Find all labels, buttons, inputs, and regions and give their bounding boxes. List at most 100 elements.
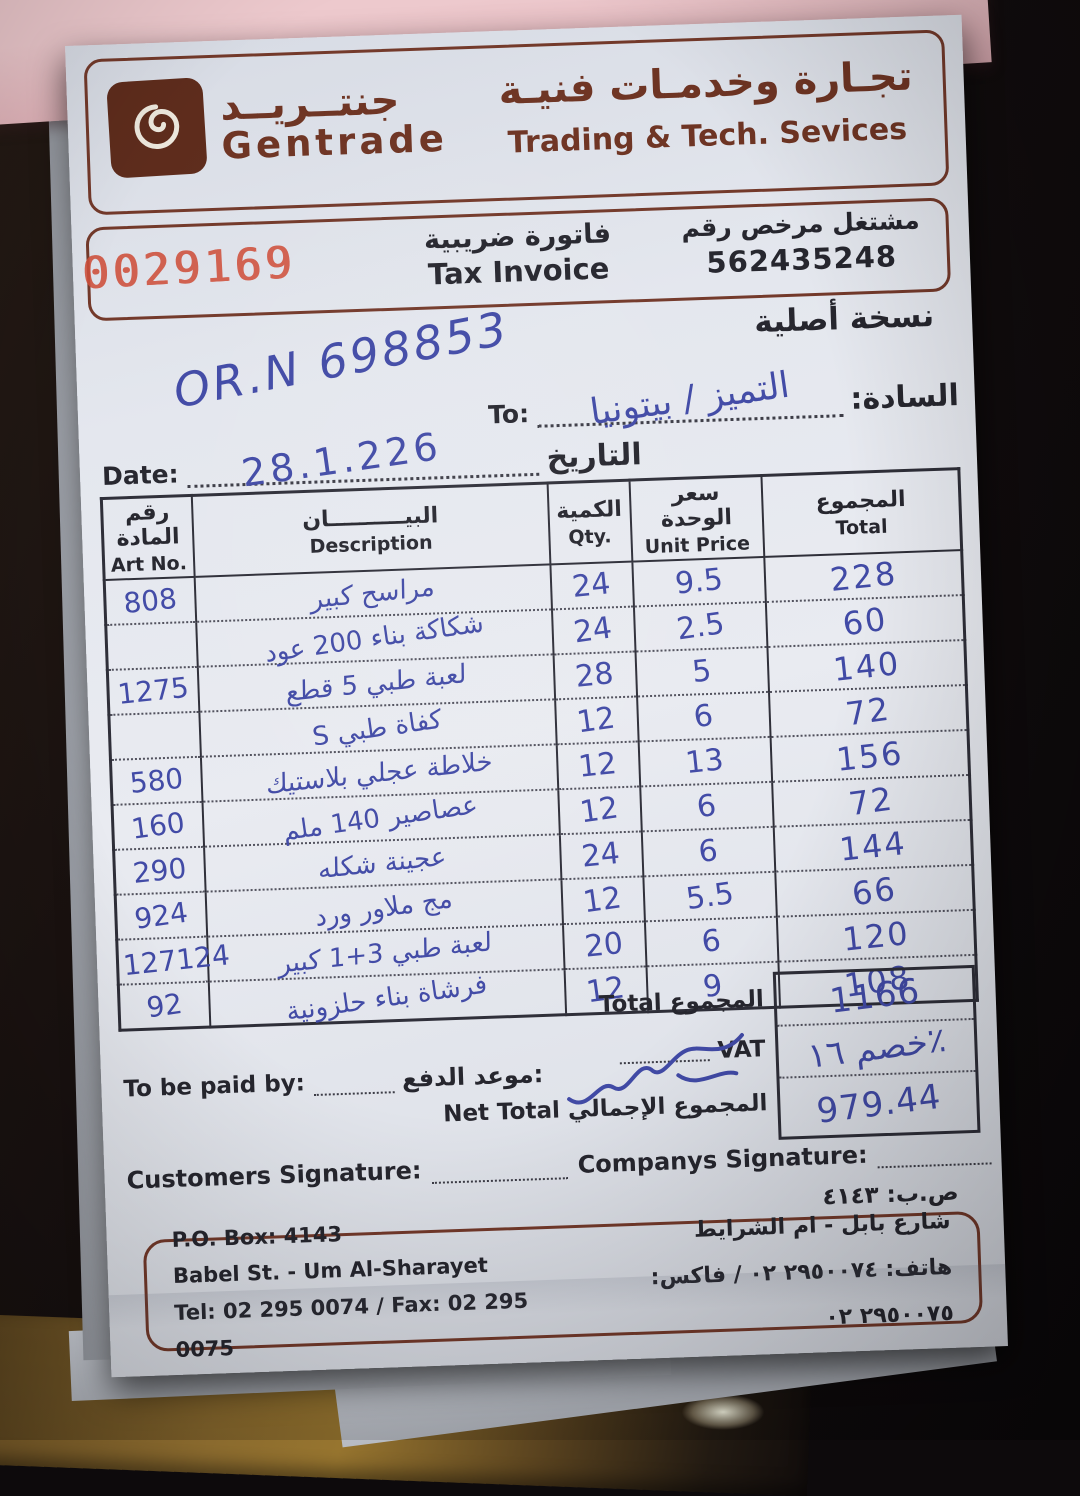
art-no-value: 580 [128, 761, 185, 801]
net-total-row: 979.44 [780, 1072, 978, 1137]
invoice-title-arabic: فاتورة ضريبية [423, 218, 612, 256]
art-no-value: 808 [121, 581, 179, 621]
companys-signature-line [877, 1148, 992, 1169]
licensed-operator-label: مشتغل مرخص رقم [680, 205, 921, 243]
unit-price-value: 13 [684, 742, 726, 782]
art-no-header-arabic: رقم المادة [116, 499, 180, 552]
recipient-line: السادة: التميز / بيتونيا To: [487, 365, 960, 434]
date-value-handwritten: 28.1.226 [238, 423, 444, 496]
total-header-arabic: المجموع [815, 486, 907, 515]
qty-value: 12 [577, 745, 619, 785]
art-no-value: 924 [132, 895, 190, 936]
recipient-label-english: To: [487, 399, 530, 430]
customers-signature-line [431, 1163, 569, 1184]
description-value: كفاة طبي S [310, 704, 445, 752]
description-value: عجينة شكله [317, 841, 447, 885]
company-tagline-arabic: تجـارة وخدمـات فنيـة [497, 53, 914, 114]
customers-signature-label: Customers Signature: [126, 1156, 422, 1195]
brand-wordmark-latin: Gentrade [220, 116, 449, 168]
total-value: 120 [840, 913, 912, 959]
date-label-arabic: التاريخ [545, 437, 643, 476]
totals-box: 1166 خصم ١٦٪ 979.44 [772, 964, 981, 1140]
brand-names: جنتــريــد Gentrade [219, 77, 449, 168]
total-header-english: Total [835, 515, 888, 539]
qty-value: 24 [571, 610, 615, 651]
unit-price-header-arabic: سعر الوحدة [660, 480, 733, 533]
vat-row: خصم ١٦٪ [777, 1019, 976, 1079]
invoice-title-english: Tax Invoice [427, 251, 610, 292]
col-header-total: المجموع Total [760, 468, 962, 557]
date-label-english: Date: [101, 459, 180, 492]
spiral-glyph-icon [134, 104, 180, 149]
invoice-title: فاتورة ضريبية Tax Invoice [423, 218, 612, 291]
unit-price-value: 5 [690, 653, 714, 691]
licensed-operator-number: 562435248 [705, 239, 898, 280]
brand-block: جنتــريــد Gentrade [87, 50, 449, 179]
art-no-value: 160 [129, 805, 187, 846]
net-total-label-english: Net Total [442, 1097, 561, 1128]
serial-number-stamp: 0029169 [80, 237, 297, 300]
net-total-value-handwritten: 979.44 [814, 1076, 943, 1132]
art-no-value: 290 [131, 851, 188, 890]
total-row: 1166 [775, 967, 974, 1027]
unit-price-value: 6 [691, 698, 716, 736]
total-value: 144 [837, 823, 909, 869]
qty-value: 12 [575, 700, 618, 741]
vat-label-english: VAT [717, 1036, 766, 1064]
total-value: 72 [846, 778, 896, 823]
net-total-label-arabic: المجموع الإجمالي [567, 1090, 768, 1124]
qty-value: 12 [578, 790, 621, 831]
paid-by-dotted-line [312, 1075, 395, 1097]
companys-signature-label: Companys Signature: [577, 1140, 869, 1179]
total-value: 140 [831, 643, 902, 689]
company-tagline: تجـارة وخدمـات فنيـة Trading & Tech. Sev… [497, 32, 945, 161]
total-value: 60 [840, 599, 890, 643]
licensed-operator-block: مشتغل مرخص رقم 562435248 [681, 205, 922, 280]
unit-price-value: 6 [699, 923, 723, 960]
totals-labels: Total المجموع VAT Net Total المجموع الإج… [433, 974, 768, 1143]
col-header-unit-price: سعر الوحدة Unit Price [629, 475, 764, 562]
items-table: رقم المادة Art No. البيــــــــــان Desc… [99, 467, 979, 1032]
total-label-arabic: المجموع [669, 986, 765, 1016]
qty-value: 28 [574, 656, 616, 695]
description-value: مج ملاور ورد [313, 883, 455, 933]
qty-value: 24 [570, 566, 613, 605]
date-dotted-line: 28.1.226 [185, 424, 540, 495]
due-date-label-arabic: موعد الدفع: [401, 1060, 544, 1093]
invoice-paper: جنتــريــد Gentrade تجـارة وخدمـات فنيـة… [65, 14, 1008, 1378]
art-no-value: 92 [144, 986, 185, 1025]
description-value: لعبة طبي 5 قطع [285, 658, 467, 708]
qty-header-arabic: الكمية [555, 496, 623, 524]
description-value: لعبة طبي 3+1 كبير [278, 926, 493, 980]
col-header-description: البيــــــــــان Description [191, 483, 550, 577]
unit-price-value: 2.5 [674, 606, 727, 648]
unit-price-header-english: Unit Price [644, 532, 751, 559]
unit-price-value: 6 [696, 833, 720, 871]
vat-dotted-line [619, 1041, 710, 1065]
qty-header-english: Qty. [568, 524, 612, 549]
qty-value: 20 [583, 925, 626, 965]
col-header-qty: الكمية Qty. [547, 480, 632, 565]
total-value: 72 [843, 689, 893, 733]
paid-by-label: To be paid by: [123, 1070, 306, 1103]
header-band: جنتــريــد Gentrade تجـارة وخدمـات فنيـة… [83, 29, 950, 216]
vat-value-handwritten: خصم ١٦٪ [805, 1020, 948, 1077]
order-ref-handwritten: OR.N 698853 [169, 300, 514, 419]
recipient-name-handwritten: التميز / بيتونيا [587, 364, 792, 434]
unit-price-value: 5.5 [683, 875, 736, 918]
total-label-english: Total [598, 989, 663, 1019]
art-no-value: 1275 [116, 670, 191, 712]
unit-price-value: 6 [694, 787, 719, 826]
col-header-art-no: رقم المادة Art No. [101, 495, 195, 581]
description-value: مراسح كبير [310, 571, 436, 615]
total-value: 156 [834, 733, 905, 779]
total-value-handwritten: 1166 [827, 971, 923, 1022]
qty-value: 12 [581, 880, 625, 921]
original-copy-label: نسخة أصلية [753, 297, 935, 341]
recipient-dotted-line: التميز / بيتونيا [535, 365, 844, 433]
recipient-label-arabic: السادة: [849, 378, 960, 417]
company-tagline-english: Trading & Tech. Sevices [507, 111, 908, 161]
art-no-header-english: Art No. [110, 552, 188, 577]
total-value: 228 [827, 553, 899, 599]
